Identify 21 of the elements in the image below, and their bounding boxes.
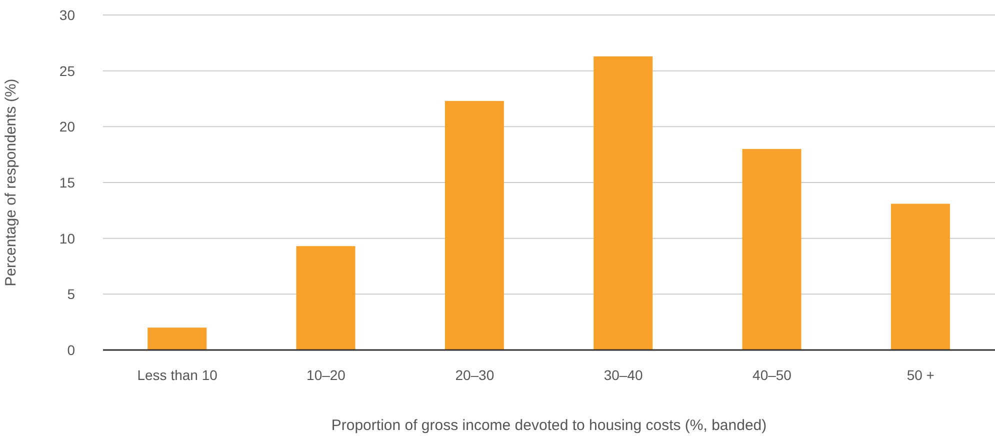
y-tick-label: 15 <box>59 174 76 190</box>
x-tick-label: 10–20 <box>306 366 346 383</box>
x-tick-label: 50 + <box>906 366 934 383</box>
bar <box>594 56 653 350</box>
x-tick-label: 30–40 <box>604 366 644 383</box>
y-tick-label: 10 <box>59 230 76 246</box>
bar <box>148 328 207 350</box>
bar <box>742 149 802 350</box>
y-tick-label: 5 <box>67 286 76 302</box>
y-tick-label: 0 <box>67 342 76 358</box>
bar <box>444 100 504 350</box>
x-axis-title: Proportion of gross income devoted to housing costs (%, banded) <box>331 417 767 434</box>
y-tick-label: 20 <box>59 118 76 135</box>
y-tick-label: 25 <box>59 62 76 79</box>
x-tick-label: 20–30 <box>455 366 494 383</box>
bar <box>890 204 950 350</box>
x-tick-label: 40–50 <box>752 366 792 383</box>
bar <box>296 246 356 350</box>
x-tick-label: Less than 10 <box>137 366 218 383</box>
y-axis-title: Percentage of respondents (%) <box>2 78 20 286</box>
y-tick-label: 30 <box>59 6 76 23</box>
